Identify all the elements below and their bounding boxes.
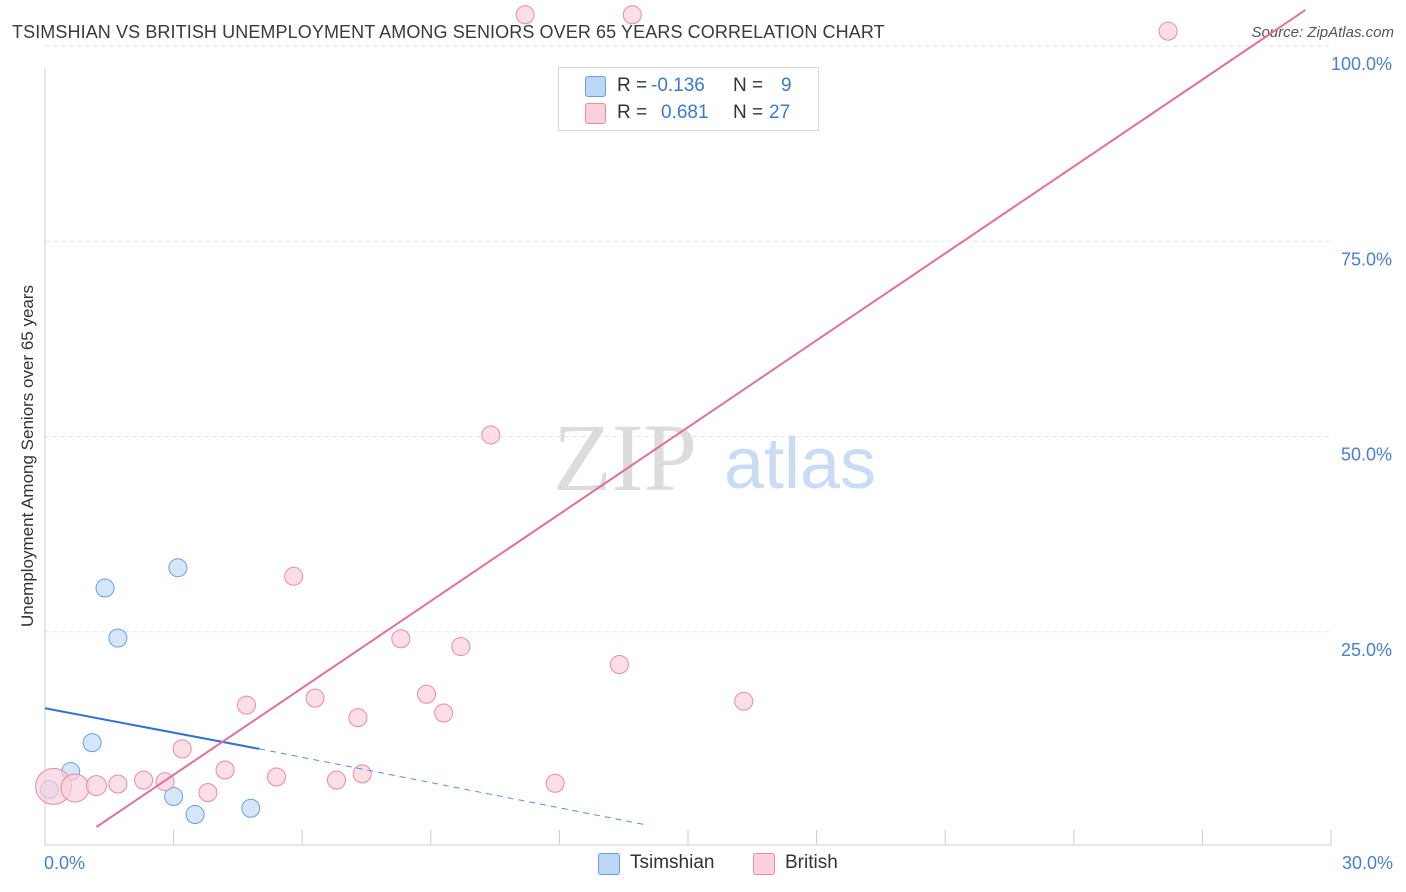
legend-r-label: R =: [617, 102, 648, 123]
point-british: [198, 783, 218, 803]
watermark-atlas: atlas: [724, 424, 876, 504]
point-british: [1158, 21, 1178, 41]
y-tick-label: 25.0%: [1341, 640, 1392, 660]
y-tick-label: 75.0%: [1341, 249, 1392, 269]
legend-r-label: R =: [617, 75, 648, 96]
point-tsimshian: [185, 805, 205, 825]
point-british: [236, 695, 256, 715]
point-british: [391, 629, 411, 649]
point-british: [305, 688, 325, 708]
trend-lines: [44, 9, 1306, 828]
point-tsimshian: [82, 733, 102, 753]
trend-line-british: [95, 9, 1306, 828]
source-credit: Source: ZipAtlas.com: [1251, 24, 1394, 41]
axes: [44, 68, 1332, 846]
x-tick-label: 30.0%: [1342, 853, 1393, 873]
tick-labels: 25.0% 50.0% 75.0% 100.0% 0.0% 30.0%: [44, 54, 1393, 873]
point-british: [515, 5, 535, 25]
point-british: [60, 773, 90, 803]
legend-n-value: 9: [781, 75, 792, 96]
chart-title: TSIMSHIAN VS BRITISH UNEMPLOYMENT AMONG …: [12, 22, 885, 42]
bottom-legend-swatch-british: [753, 853, 775, 875]
point-british: [85, 775, 107, 797]
point-british: [545, 773, 565, 793]
y-tick-label: 100.0%: [1331, 54, 1392, 74]
legend-n-label: N =: [733, 75, 764, 96]
point-british: [352, 764, 372, 784]
legend-r-value: -0.136: [651, 75, 705, 96]
y-tick-label: 50.0%: [1341, 445, 1392, 465]
point-british: [266, 767, 286, 787]
correlation-legend: R = -0.136 N = 9 R = 0.681 N = 27: [558, 67, 819, 131]
point-british: [172, 739, 192, 759]
point-british: [451, 637, 471, 657]
bottom-legend-tsimshian: Tsimshian: [630, 852, 715, 873]
point-tsimshian: [168, 558, 188, 578]
point-british: [284, 566, 304, 586]
point-british: [622, 5, 642, 25]
bottom-legend-swatch-tsimshian: [598, 853, 620, 875]
point-british: [434, 703, 454, 723]
point-british: [348, 708, 368, 728]
point-british: [609, 655, 629, 675]
trend-line-tsimshian-extension: [259, 748, 646, 826]
point-british: [134, 770, 154, 790]
point-tsimshian: [95, 578, 115, 598]
point-tsimshian: [108, 628, 128, 648]
legend-swatch-tsimshian: [585, 76, 606, 97]
point-british: [417, 684, 437, 704]
point-british: [734, 691, 754, 711]
bottom-legend-british: British: [785, 852, 838, 873]
point-british: [481, 425, 501, 445]
point-tsimshian: [164, 787, 184, 807]
trend-line-tsimshian: [44, 707, 260, 750]
legend-swatch-british: [585, 103, 606, 124]
watermark: ZIP atlas: [553, 404, 876, 511]
point-british: [215, 760, 235, 780]
legend-r-value: 0.681: [661, 102, 709, 123]
data-points: [35, 5, 1178, 825]
point-british: [108, 774, 128, 794]
watermark-zip: ZIP: [553, 404, 697, 511]
point-tsimshian: [241, 798, 261, 818]
x-tick-label: 0.0%: [44, 853, 85, 873]
point-british: [326, 770, 346, 790]
grid-lines: [45, 45, 1331, 633]
legend-n-value: 27: [769, 102, 791, 123]
legend-n-label: N =: [733, 102, 764, 123]
